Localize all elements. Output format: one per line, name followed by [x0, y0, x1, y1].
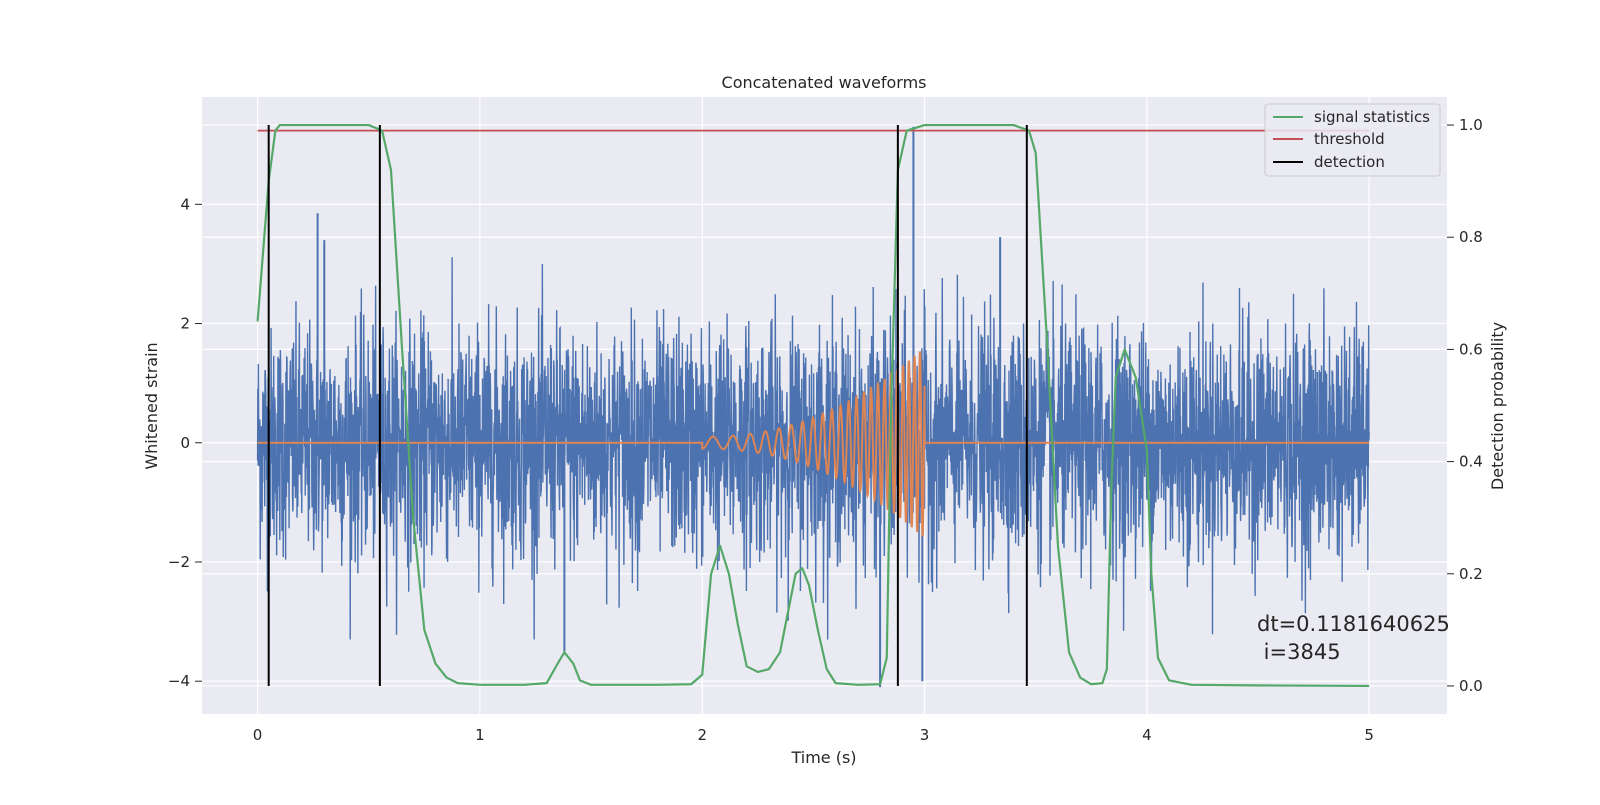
x-tick-label: 2 — [697, 726, 707, 744]
x-axis-title: Time (s) — [790, 748, 856, 767]
chart-title: Concatenated waveforms — [722, 73, 927, 92]
signal-statistics-line — [256, 123, 1370, 688]
series-layer — [256, 123, 1370, 688]
y-tick-label-right: 1.0 — [1459, 116, 1483, 134]
x-ticks: 0 1 2 3 4 5 — [253, 726, 1374, 744]
legend-label-threshold: threshold — [1314, 130, 1385, 148]
y-axis-right-title: Detection probability — [1488, 322, 1507, 490]
y-tick-label-left: −4 — [168, 672, 190, 690]
x-tick-label: 1 — [475, 726, 485, 744]
y-axis-left-title: Whitened strain — [142, 342, 161, 469]
y-tick-label-right: 0.0 — [1459, 677, 1483, 695]
x-tick-label: 5 — [1364, 726, 1374, 744]
chirp-series-line — [257, 351, 1370, 537]
y-tick-label-right: 0.4 — [1459, 453, 1483, 471]
y-ticks-left: −4 −2 0 2 4 — [168, 195, 202, 690]
legend: signal statistics threshold detection — [1264, 103, 1441, 177]
y-tick-label-left: 4 — [180, 195, 190, 213]
strain-series-line — [256, 257, 1370, 640]
grid — [202, 97, 1447, 714]
y-tick-label-right: 0.2 — [1459, 565, 1483, 583]
x-tick-label: 3 — [920, 726, 930, 744]
legend-label-signal-statistics: signal statistics — [1314, 108, 1430, 126]
y-tick-label-left: 2 — [180, 315, 190, 333]
x-tick-label: 0 — [253, 726, 263, 744]
y-ticks-right: 0.0 0.2 0.4 0.6 0.8 1.0 — [1447, 116, 1483, 695]
y-tick-label-left: 0 — [180, 434, 190, 452]
legend-label-detection: detection — [1314, 153, 1385, 171]
x-tick-label: 4 — [1142, 726, 1152, 744]
y-tick-label-left: −2 — [168, 553, 190, 571]
annotation-dt: dt=0.1181640625 — [1257, 612, 1450, 636]
y-tick-label-right: 0.6 — [1459, 340, 1483, 358]
legend-frame — [1264, 103, 1441, 177]
y-tick-label-right: 0.8 — [1459, 228, 1483, 246]
annotation-index: i=3845 — [1257, 640, 1341, 664]
